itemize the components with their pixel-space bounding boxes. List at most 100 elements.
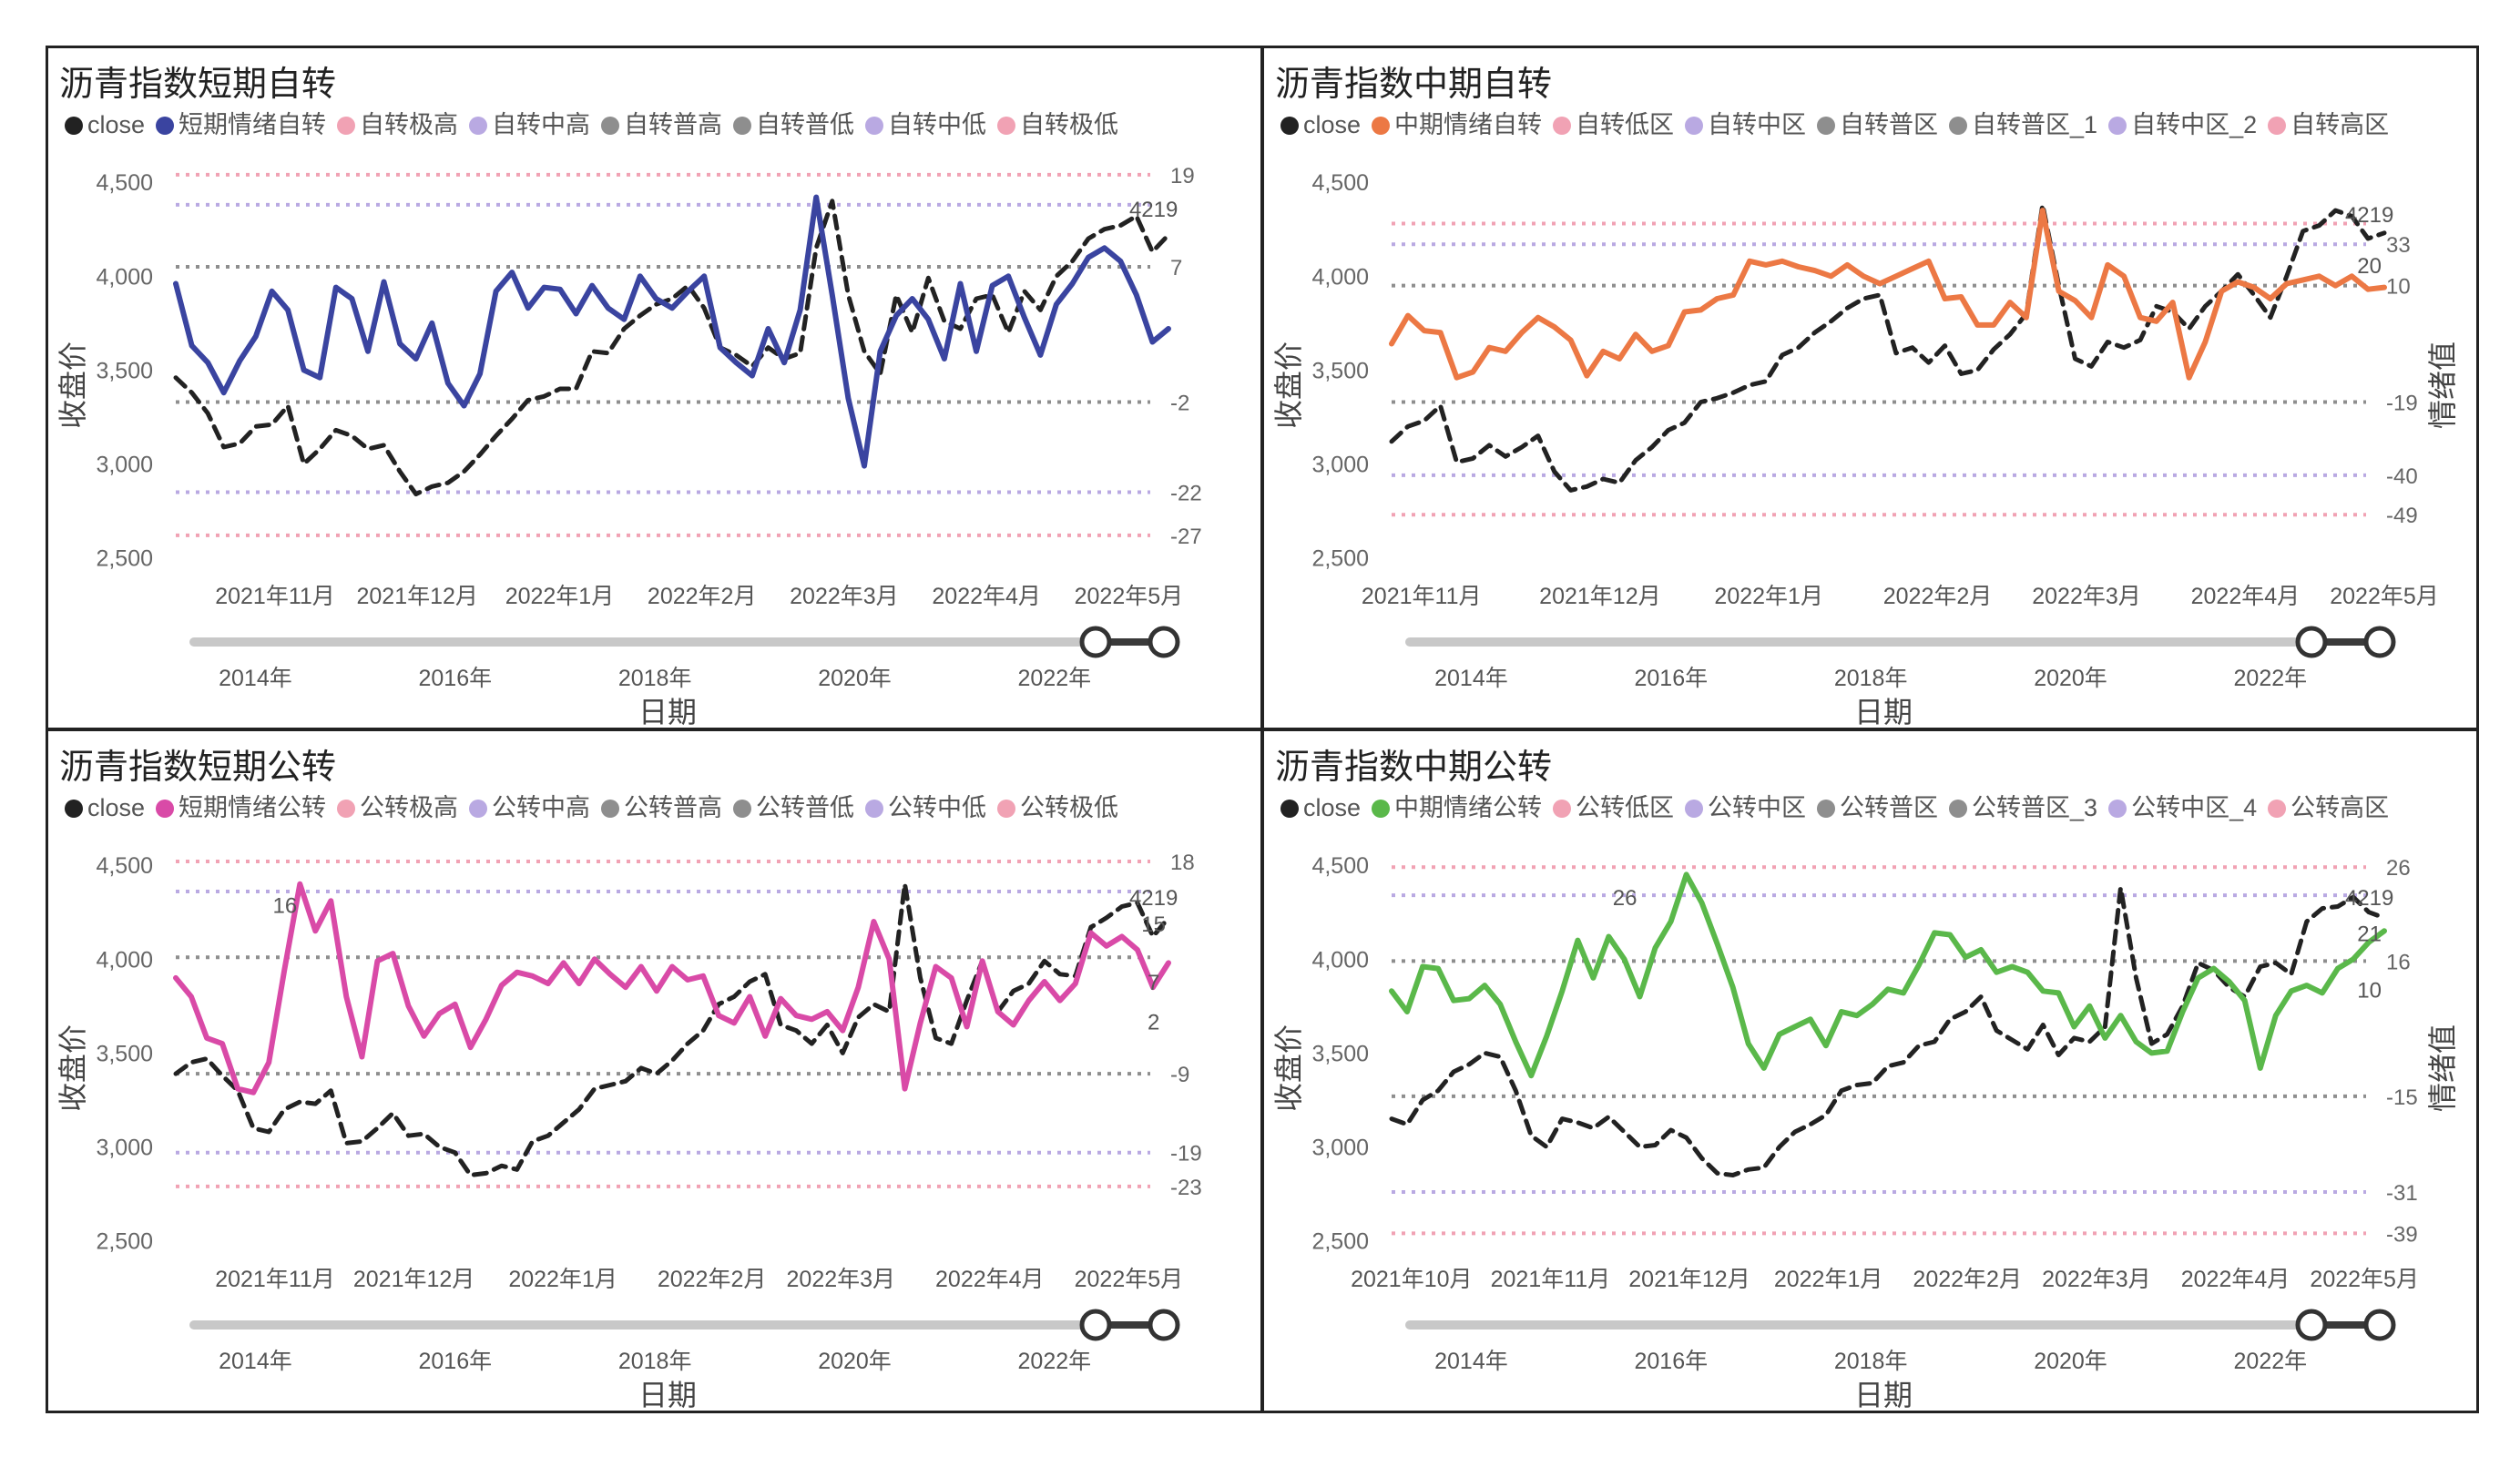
slider-tick-label: 2020年 [2034, 1349, 2107, 1374]
legend-label: 公转普高 [624, 794, 723, 821]
y-tick-label: 4,000 [96, 264, 153, 290]
close-price-line [173, 199, 1171, 497]
legend-item[interactable]: 公转普区_3 [1949, 788, 2097, 823]
x-tick-label: 2022年1月 [1774, 1267, 1883, 1292]
reference-line-label: 10 [2386, 275, 2411, 300]
y-tick-label: 4,500 [1311, 170, 1369, 196]
reference-line-label: -9 [1170, 1063, 1189, 1087]
legend-label: 公转极低 [1020, 794, 1119, 821]
x-tick-label: 2021年11月 [1362, 584, 1482, 609]
legend-item[interactable]: 中期情绪公转 [1372, 788, 1542, 823]
legend-label: close [87, 111, 146, 138]
legend-item[interactable]: 公转中低 [865, 788, 986, 823]
y-tick-label: 2,500 [1311, 546, 1369, 572]
range-slider-handle-end[interactable] [1148, 626, 1180, 658]
reference-line-label: -22 [1170, 481, 1202, 505]
legend-item[interactable]: 公转中高 [469, 788, 590, 823]
legend-label: 公转中低 [888, 794, 987, 821]
legend-label: 自转高区 [2290, 111, 2390, 138]
legend-item[interactable]: close [65, 794, 145, 822]
legend-dot [1280, 117, 1299, 135]
legend-item[interactable]: 自转低区 [1553, 105, 1674, 140]
range-slider-handle-end[interactable] [2363, 626, 2396, 658]
legend-item[interactable]: 公转极低 [997, 788, 1118, 823]
y-tick-label: 4,500 [1311, 853, 1369, 879]
range-slider-handle-end[interactable] [1148, 1309, 1180, 1341]
reference-line-label: -27 [1170, 525, 1202, 549]
reference-line-label: -2 [1170, 391, 1189, 415]
legend-item[interactable]: 公转普高 [601, 788, 722, 823]
legend-label: 公转中区 [1708, 794, 1807, 821]
range-slider-handle-start[interactable] [2295, 1309, 2328, 1341]
legend-dot [997, 800, 1016, 818]
legend-item[interactable]: 自转极低 [997, 105, 1118, 140]
legend-dot [156, 117, 175, 135]
legend-dot [156, 800, 175, 818]
reference-line-label: 26 [2386, 856, 2411, 881]
range-slider-handle-start[interactable] [2295, 626, 2328, 658]
y-tick-label: 3,000 [96, 453, 153, 478]
legend-item[interactable]: 自转高区 [2268, 105, 2389, 140]
legend-label: 公转极高 [360, 794, 459, 821]
legend-item[interactable]: 公转中区_4 [2108, 788, 2257, 823]
legend-item[interactable]: 自转普高 [601, 105, 722, 140]
close-price-line [1389, 885, 2387, 1177]
data-label: 20 [2357, 254, 2382, 279]
range-slider-handle-start[interactable] [1079, 1309, 1112, 1341]
legend-dot [1817, 117, 1836, 135]
range-slider-handle-end[interactable] [2363, 1309, 2396, 1341]
slider-tick-label: 2018年 [1834, 666, 1908, 691]
legend-item[interactable]: 自转普区 [1817, 105, 1938, 140]
legend-item[interactable]: 自转普区_1 [1949, 105, 2097, 140]
legend-item[interactable]: 自转中低 [865, 105, 986, 140]
legend-dot [1372, 800, 1391, 818]
legend-item[interactable]: close [65, 111, 145, 139]
x-tick-label: 2022年4月 [2191, 584, 2301, 609]
legend-label: 公转中高 [492, 794, 591, 821]
legend-dot [865, 800, 884, 818]
chart-legend: close 短期情绪自转 自转极高 自转中高 自转普高 自转普低 自转中低 自转极低 [65, 105, 1129, 140]
legend-label: 公转高区 [2290, 794, 2390, 821]
reference-line-label: -19 [2386, 391, 2418, 415]
legend-item[interactable]: 自转极高 [337, 105, 458, 140]
panel-mid-rotation: 沥青指数中期自转 close 中期情绪自转 自转低区 自转中区 自转普区 自转普区_1 自转… [1261, 46, 2479, 730]
x-tick-label: 2021年12月 [357, 584, 478, 609]
legend-dot [1553, 800, 1572, 818]
legend-item[interactable]: 短期情绪公转 [156, 788, 326, 823]
legend-item[interactable]: 公转普低 [733, 788, 854, 823]
legend-item[interactable]: 中期情绪自转 [1372, 105, 1542, 140]
y-axis-title: 收盘价 [56, 341, 89, 429]
legend-label: 公转普区 [1840, 794, 1939, 821]
legend-label: 自转中高 [492, 111, 591, 138]
range-slider-handle-start[interactable] [1079, 626, 1112, 658]
legend-item[interactable]: 公转普区 [1817, 788, 1938, 823]
reference-line-label: -39 [2386, 1222, 2418, 1247]
x-tick-label: 2021年12月 [1628, 1267, 1750, 1292]
legend-item[interactable]: 自转中高 [469, 105, 590, 140]
panel-short-rotation: 沥青指数短期自转 close 短期情绪自转 自转极高 自转中高 自转普高 自转普低 自转中低… [46, 46, 1263, 730]
legend-item[interactable]: 短期情绪自转 [156, 105, 326, 140]
legend-item[interactable]: 公转中区 [1685, 788, 1806, 823]
legend-item[interactable]: close [1280, 111, 1361, 139]
legend-label: 自转中区 [1708, 111, 1807, 138]
legend-dot [1372, 117, 1391, 135]
y-tick-label: 4,000 [1311, 947, 1369, 973]
legend-item[interactable]: 公转低区 [1553, 788, 1674, 823]
legend-item[interactable]: 公转极高 [337, 788, 458, 823]
legend-label: 自转普低 [756, 111, 855, 138]
y-axis-title: 收盘价 [1272, 1024, 1305, 1112]
data-label: 4219 [2345, 203, 2393, 228]
y-tick-label: 4,500 [96, 170, 153, 196]
legend-item[interactable]: close [1280, 794, 1361, 822]
legend-item[interactable]: 自转中区 [1685, 105, 1806, 140]
y-tick-label: 3,000 [1311, 1136, 1369, 1161]
slider-tick-label: 2022年 [1018, 1349, 1092, 1374]
legend-item[interactable]: 自转中区_2 [2108, 105, 2257, 140]
legend-item[interactable]: 公转高区 [2268, 788, 2389, 823]
data-label: 21 [2357, 922, 2382, 946]
data-label: 4219 [2345, 886, 2393, 911]
sentiment-line [173, 881, 1171, 1095]
legend-item[interactable]: 自转普低 [733, 105, 854, 140]
sentiment-line [1389, 208, 2387, 381]
